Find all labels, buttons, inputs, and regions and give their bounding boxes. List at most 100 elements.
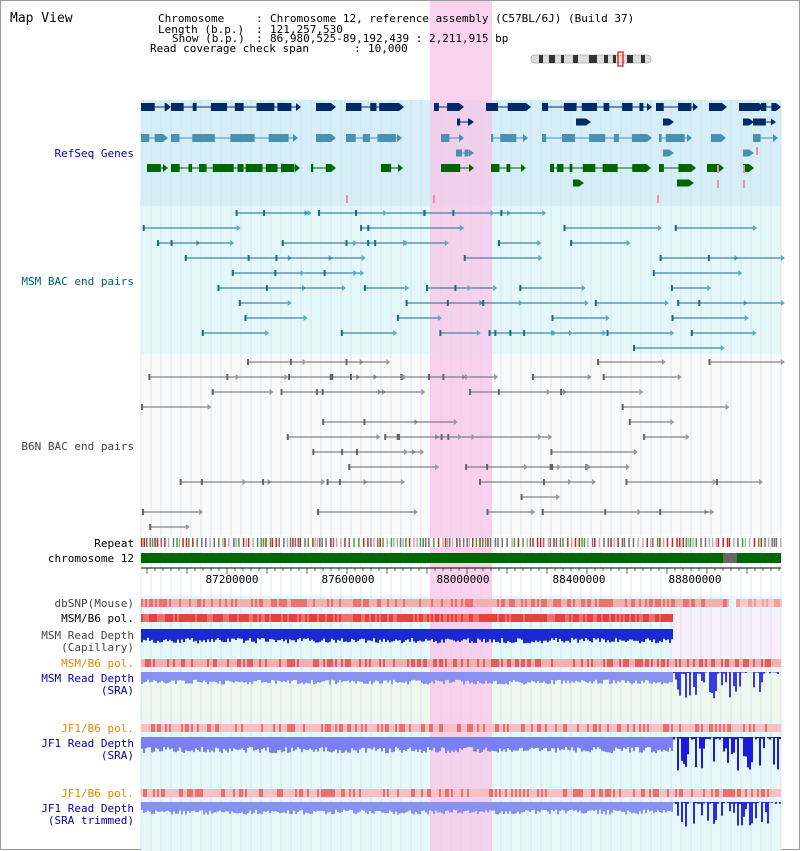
strip-cell <box>235 789 237 797</box>
strip-cell <box>391 789 393 797</box>
strip-cell <box>421 789 423 797</box>
depth-bar <box>667 802 669 811</box>
strip-cell <box>735 659 737 667</box>
strip-cell <box>611 724 613 732</box>
strip-cell <box>233 599 235 607</box>
strip-cell <box>445 789 447 797</box>
strip-cell <box>663 659 665 667</box>
depth-bar <box>399 737 401 750</box>
strip-cell <box>361 659 363 667</box>
strip-cell <box>439 599 441 607</box>
depth-bar <box>403 629 405 642</box>
strip-cell <box>775 724 777 732</box>
depth-bar <box>385 802 387 813</box>
strip-cell <box>255 599 257 607</box>
strip-cell <box>433 614 435 622</box>
strip-cell <box>417 789 419 797</box>
strip-cell <box>159 659 161 667</box>
depth-bar <box>281 737 283 752</box>
strip-cell <box>153 659 155 667</box>
track-label-msm-pol-2[interactable]: MSM/B6 pol. <box>61 657 134 670</box>
depth-bar <box>579 737 581 748</box>
depth-bar <box>537 629 539 642</box>
repeat-element <box>657 538 659 547</box>
strip-cell <box>627 599 629 607</box>
depth-bar <box>227 802 229 811</box>
depth-bar <box>627 802 629 810</box>
track-label-jf1-pol-1[interactable]: JF1/B6 pol. <box>61 722 134 735</box>
strip-cell <box>471 659 473 667</box>
strip-cell <box>165 659 167 667</box>
repeat-element <box>312 538 314 547</box>
repeat-element <box>537 538 539 547</box>
strip-cell <box>315 724 317 732</box>
repeat-element <box>319 538 321 547</box>
depth-bar <box>573 672 575 683</box>
repeat-element <box>304 538 306 547</box>
repeat-element <box>218 538 220 547</box>
strip-cell <box>661 659 663 667</box>
strip-cell <box>503 789 505 797</box>
strip-cell <box>743 789 745 797</box>
depth-bar <box>459 672 461 680</box>
depth-bar <box>611 672 613 683</box>
dbsnp-strip <box>141 599 729 607</box>
strip-cell <box>691 599 693 607</box>
track-label-dbsnp[interactable]: dbSNP(Mouse) <box>55 597 134 610</box>
strip-cell <box>639 789 641 797</box>
strip-cell <box>261 599 263 607</box>
strip-cell <box>725 724 727 732</box>
repeat-element <box>238 538 240 547</box>
strip-cell <box>217 599 219 607</box>
strip-cell <box>461 789 463 797</box>
depth-bar <box>497 672 499 684</box>
strip-cell <box>681 789 683 797</box>
strip-cell <box>191 789 193 797</box>
strip-cell <box>641 659 643 667</box>
strip-cell <box>261 614 263 622</box>
track-label-jf1-pol-2[interactable]: JF1/B6 pol. <box>61 787 134 800</box>
track-label-msm-bac[interactable]: MSM BAC end pairs <box>21 275 134 288</box>
track-label-b6n-bac[interactable]: B6N BAC end pairs <box>21 440 134 453</box>
depth-bar <box>459 629 461 642</box>
depth-bar <box>671 629 673 639</box>
repeat-element <box>152 538 154 547</box>
repeat-element <box>774 538 776 547</box>
depth-bar <box>547 629 549 642</box>
depth-bar <box>305 802 307 813</box>
strip-cell <box>165 599 167 607</box>
strip-cell <box>331 614 333 622</box>
strip-cell <box>361 614 363 622</box>
depth-bar <box>597 802 599 814</box>
depth-bar <box>437 629 439 643</box>
strip-cell <box>425 599 427 607</box>
track-label-repeat[interactable]: Repeat <box>94 537 134 550</box>
strip-cell <box>483 599 485 607</box>
depth-bar <box>347 672 349 680</box>
track-label-chromosome[interactable]: chromosome 12 <box>48 552 134 565</box>
depth-bar <box>591 802 593 810</box>
strip-cell <box>745 724 747 732</box>
strip-cell <box>357 614 359 622</box>
strip-cell <box>365 599 367 607</box>
strip-cell <box>715 659 717 667</box>
depth-bar <box>369 802 371 811</box>
strip-cell <box>715 599 717 607</box>
depth-bar <box>529 672 531 682</box>
track-label-msm-pol-1[interactable]: MSM/B6 pol. <box>61 612 134 625</box>
track-label-refseq[interactable]: RefSeq Genes <box>55 147 134 160</box>
strip-cell <box>151 614 153 622</box>
depth-bar <box>435 672 437 680</box>
strip-cell <box>393 659 395 667</box>
depth-bar <box>163 672 165 683</box>
depth-bar <box>605 672 607 680</box>
repeat-element <box>729 538 731 547</box>
strip-cell <box>155 659 157 667</box>
depth-bar <box>499 737 501 748</box>
strip-cell <box>767 789 769 797</box>
repeat-element <box>553 538 555 547</box>
depth-bar <box>419 629 421 640</box>
strip-cell <box>435 614 437 622</box>
strip-cell <box>297 724 299 732</box>
strip-cell <box>517 724 519 732</box>
